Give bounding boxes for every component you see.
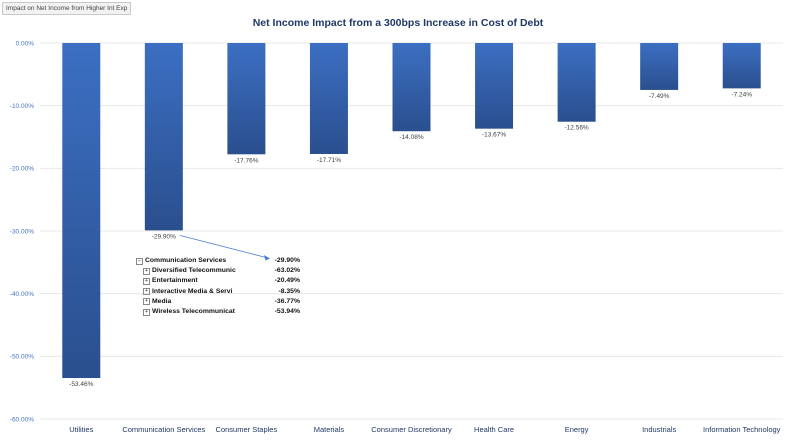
x-tick-label: Materials (314, 425, 345, 434)
drilldown-value: -36.77% (274, 297, 300, 305)
y-tick-label: -40.00% (10, 291, 34, 298)
data-label: -17.71% (317, 157, 341, 164)
bar-7[interactable] (640, 43, 679, 90)
x-tick-label: Industrials (642, 425, 676, 434)
drilldown-table: − Communication Services -29.90% + Diversifi… (136, 256, 300, 317)
drilldown-value: -20.49% (274, 277, 300, 285)
drilldown-child-row: + Media -36.77% (136, 297, 300, 307)
drilldown-child-row: + Wireless Telecommunicat -53.94% (136, 307, 300, 317)
expand-icon[interactable]: + (143, 308, 150, 316)
drilldown-value: -29.90% (274, 257, 300, 264)
x-tick-label: Energy (565, 425, 589, 434)
drilldown-parent-row: − Communication Services -29.90% (136, 256, 300, 266)
bar-0[interactable] (62, 43, 101, 379)
drilldown-value: -8.35% (278, 287, 300, 295)
x-tick-label: Communication Services (122, 425, 205, 434)
drilldown-arrow (179, 234, 270, 261)
drilldown-name: + Interactive Media & Servi (136, 287, 265, 297)
drilldown-name-text: Media (152, 297, 172, 305)
y-tick-label: -10.00% (10, 103, 34, 110)
chart-title: Net Income Impact from a 300bps Increase… (253, 17, 544, 29)
drilldown-child-row: + Interactive Media & Servi -8.35% (136, 287, 300, 297)
drilldown-name: + Diversified Telecommunic (136, 266, 265, 276)
drilldown-name: + Wireless Telecommunicat (136, 307, 265, 317)
data-label: -13.67% (482, 132, 506, 139)
y-tick-label: -60.00% (10, 416, 34, 423)
data-label: -14.08% (399, 134, 423, 141)
drilldown-child-row: + Diversified Telecommunic -63.02% (136, 266, 300, 276)
y-axis: 0.00% -10.00% -20.00% -30.00% -40.00% -50.00%… (10, 40, 34, 423)
annotation-arrow-line (179, 234, 269, 259)
y-tick-label: 0.00% (16, 40, 35, 47)
drilldown-name-text: Diversified Telecommunic (152, 267, 236, 275)
data-label: -12.56% (565, 125, 589, 132)
drilldown-name-text: Communication Services (145, 257, 227, 264)
bar-4[interactable] (392, 43, 431, 132)
bar-8[interactable] (722, 43, 761, 89)
drilldown-name-text: Entertainment (152, 277, 198, 285)
data-label: -29.90% (152, 233, 176, 240)
y-tick-label: -20.00% (10, 166, 34, 173)
x-axis: Utilities Communication Services Consumer … (69, 425, 780, 434)
expand-icon[interactable]: + (143, 298, 150, 306)
bar-5[interactable] (475, 43, 514, 129)
drilldown-name-text: Interactive Media & Servi (152, 287, 233, 295)
drilldown-name: + Media (136, 297, 265, 307)
annotation-arrow-head (264, 255, 270, 261)
data-labels: -53.46% -29.90% -17.76% -17.71% -14.08% -13.6… (69, 91, 752, 388)
x-tick-label: Utilities (69, 425, 93, 434)
bar-3[interactable] (309, 43, 348, 154)
sheet-tab[interactable]: Impact on Net Income from Higher Int Exp (2, 2, 132, 15)
bars (62, 43, 761, 379)
drilldown-child-row: + Entertainment -20.49% (136, 276, 300, 286)
x-tick-label: Health Care (474, 425, 514, 434)
drilldown-name-text: Wireless Telecommunicat (152, 307, 235, 315)
data-label: -53.46% (69, 381, 93, 388)
drilldown-value: -53.94% (274, 307, 300, 315)
bar-2[interactable] (227, 43, 266, 155)
data-label: -17.76% (234, 157, 258, 164)
drilldown-name: + Entertainment (136, 276, 265, 286)
expand-icon[interactable]: + (143, 288, 150, 296)
y-tick-label: -30.00% (10, 228, 34, 235)
y-tick-label: -50.00% (10, 354, 34, 361)
collapse-icon[interactable]: − (136, 257, 143, 265)
data-label: -7.24% (731, 91, 752, 98)
bar-1[interactable] (144, 43, 183, 231)
x-tick-label: Information Technology (703, 425, 781, 434)
bar-6[interactable] (557, 43, 596, 122)
expand-icon[interactable]: + (143, 267, 150, 275)
drilldown-value: -63.02% (274, 267, 300, 275)
x-tick-label: Consumer Discretionary (371, 425, 452, 434)
drilldown-name: − Communication Services (136, 256, 258, 266)
expand-icon[interactable]: + (143, 277, 150, 285)
data-label: -7.49% (649, 93, 670, 100)
x-tick-label: Consumer Staples (216, 425, 278, 434)
